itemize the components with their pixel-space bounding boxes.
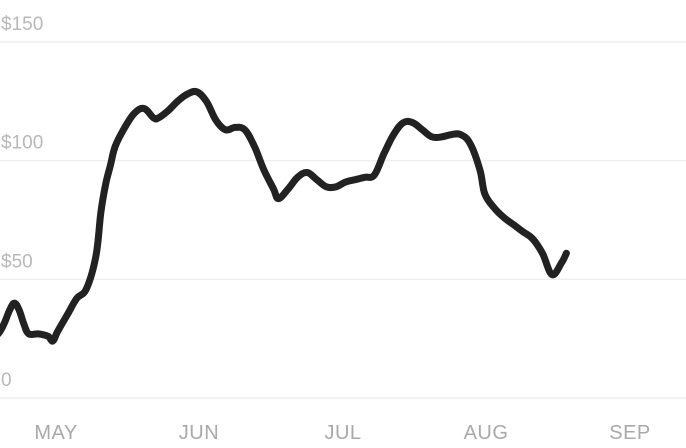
x-tick-label: SEP bbox=[609, 422, 651, 444]
series-layer bbox=[0, 87, 570, 345]
x-tick-label: MAY bbox=[34, 422, 77, 444]
x-tick-label: JUL bbox=[324, 422, 361, 444]
y-tick-label: $50 bbox=[1, 251, 33, 272]
y-tick-label: 0 bbox=[1, 370, 12, 391]
y-tick-label: $150 bbox=[1, 14, 43, 35]
x-tick-label: JUN bbox=[179, 422, 219, 444]
price-line bbox=[0, 87, 570, 345]
y-axis-ticks: 0 $50 $100 $150 bbox=[1, 14, 43, 391]
x-tick-label: AUG bbox=[464, 422, 509, 444]
y-tick-label: $100 bbox=[1, 133, 43, 154]
x-axis-ticks: MAY JUN JUL AUG SEP bbox=[34, 422, 650, 444]
